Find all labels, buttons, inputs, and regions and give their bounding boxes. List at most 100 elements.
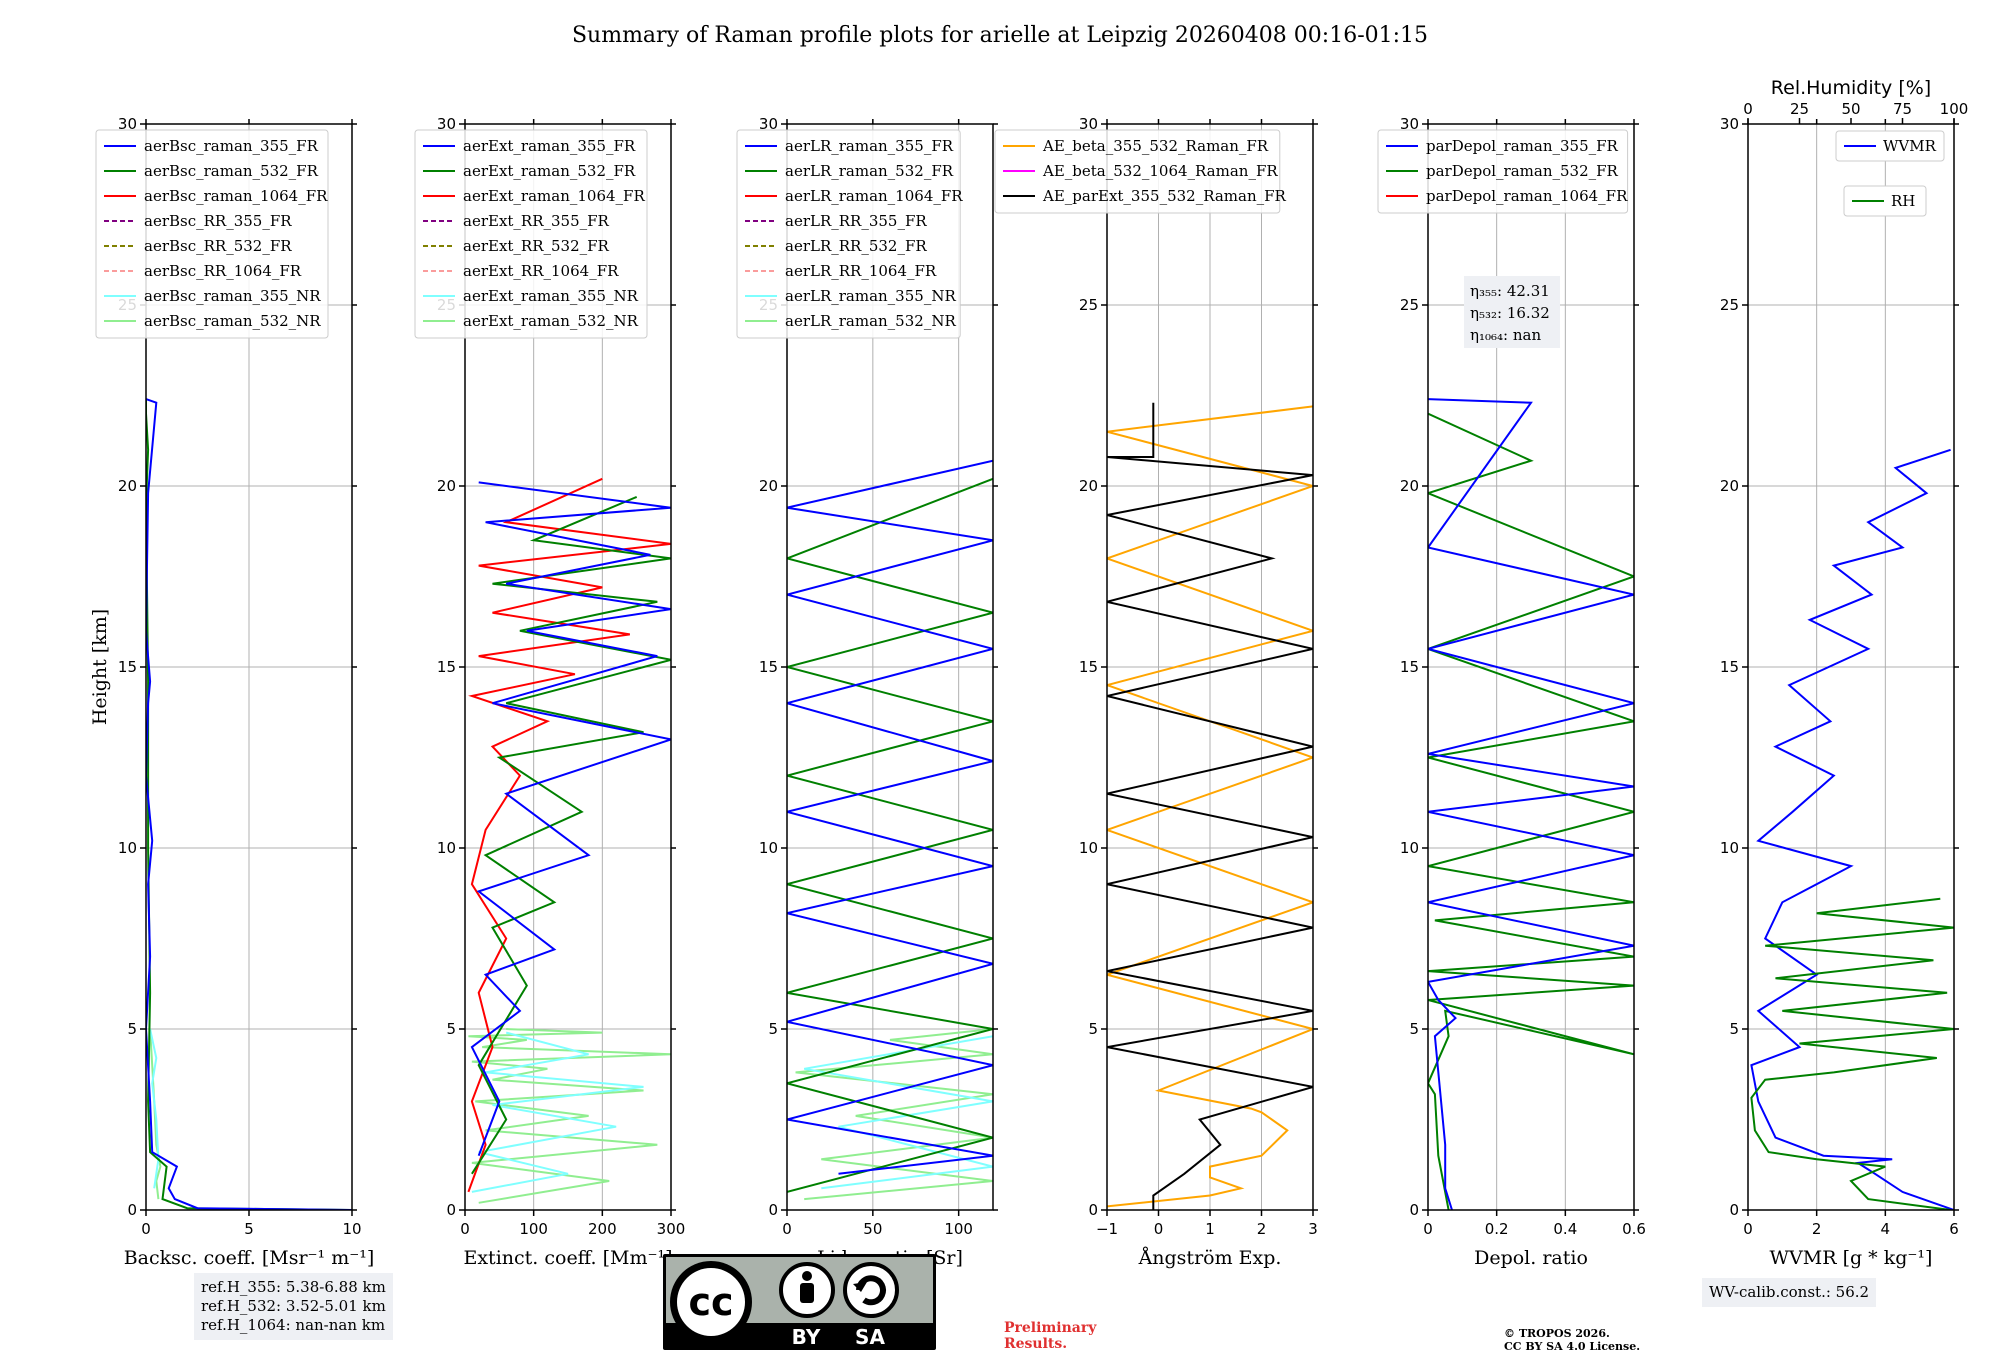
legend-label: aerExt_RR_532_FR xyxy=(463,237,610,255)
x-tick-label: 0 xyxy=(1154,1220,1164,1238)
series-aerLR_raman_355_FR xyxy=(787,459,993,1175)
x2-tick-label: 25 xyxy=(1790,100,1809,118)
y-tick-label: 30 xyxy=(1079,115,1098,133)
y-tick-label: 0 xyxy=(446,1201,456,1219)
eta-label: η₃₅₅: 42.31 xyxy=(1470,282,1550,300)
series-aerBsc_raman_355_NR xyxy=(149,1028,160,1189)
copyright-line-2: CC BY SA 4.0 License. xyxy=(1504,1340,1641,1353)
legend-box xyxy=(1835,130,1945,162)
x-tick-label: 100 xyxy=(519,1220,548,1238)
sa-share-icon xyxy=(843,1262,899,1318)
legend-label: aerLR_raman_355_NR xyxy=(785,287,956,305)
figure-title: Summary of Raman profile plots for ariel… xyxy=(572,23,1428,48)
y-tick-label: 30 xyxy=(118,115,137,133)
x2-tick-label: 75 xyxy=(1893,100,1912,118)
legend-label: AE_beta_355_532_Raman_FR xyxy=(1042,137,1269,155)
series-aerLR_raman_355_NR xyxy=(804,1035,993,1190)
eta-label: η₁₀₆₄: nan xyxy=(1470,326,1541,344)
x-tick-label: 0 xyxy=(460,1220,470,1238)
y-axis-label: Height [km] xyxy=(89,609,111,725)
copyright-line-1: © TROPOS 2026. xyxy=(1504,1327,1610,1340)
legend-label: aerBsc_RR_1064_FR xyxy=(144,262,302,280)
y-tick-label: 15 xyxy=(759,658,778,676)
y-tick-label: 10 xyxy=(437,839,456,857)
x-tick-label: 0.2 xyxy=(1485,1220,1509,1238)
legend-label: aerLR_RR_1064_FR xyxy=(785,262,937,280)
legend-label: aerBsc_raman_355_FR xyxy=(144,137,319,155)
y-tick-label: 15 xyxy=(1079,658,1098,676)
y-tick-label: 30 xyxy=(1720,115,1739,133)
legend-label: aerBsc_raman_532_NR xyxy=(144,312,321,330)
x-axis-label: Depol. ratio xyxy=(1474,1247,1588,1269)
legend-label: parDepol_raman_532_FR xyxy=(1426,162,1619,180)
legend-label: parDepol_raman_355_FR xyxy=(1426,137,1619,155)
y-tick-label: 10 xyxy=(1400,839,1419,857)
legend-label: aerBsc_RR_355_FR xyxy=(144,212,292,230)
legend-box xyxy=(95,129,329,339)
x-tick-label: 100 xyxy=(944,1220,973,1238)
legend-box xyxy=(414,129,648,339)
legend-label: aerLR_raman_355_FR xyxy=(785,137,954,155)
refh-355: ref.H_355: 5.38-6.88 km xyxy=(201,1278,386,1296)
refh-1064: ref.H_1064: nan-nan km xyxy=(201,1316,386,1334)
x-tick-label: 0 xyxy=(1423,1220,1433,1238)
legend-label: aerLR_RR_532_FR xyxy=(785,237,927,255)
legend-label: AE_parExt_355_532_Raman_FR xyxy=(1042,187,1287,205)
y-tick-label: 10 xyxy=(118,839,137,857)
legend-label: WVMR xyxy=(1883,137,1937,155)
y-tick-label: 30 xyxy=(759,115,778,133)
series-aerLR_raman_532_NR xyxy=(795,1028,993,1201)
x-tick-label: 200 xyxy=(588,1220,617,1238)
y-tick-label: 15 xyxy=(437,658,456,676)
series-aerLR_raman_532_FR xyxy=(787,477,993,1193)
x2-tick-label: 0 xyxy=(1743,100,1753,118)
series-aerBsc_raman_532_FR xyxy=(146,399,352,1210)
legend-label: aerExt_raman_355_FR xyxy=(463,137,636,155)
legend-label: aerBsc_raman_355_NR xyxy=(144,287,321,305)
y-tick-label: 0 xyxy=(127,1201,137,1219)
y-tick-label: 10 xyxy=(759,839,778,857)
legend-label: aerExt_raman_355_NR xyxy=(463,287,639,305)
x-tick-label: 1 xyxy=(1205,1220,1215,1238)
legend-label: aerLR_raman_1064_FR xyxy=(785,187,963,205)
y-tick-label: 25 xyxy=(1079,296,1098,314)
preliminary-line-1: Preliminary xyxy=(1004,1320,1097,1336)
panel-depol: 0 5 10 15 20 25 30 0 0.2 0.4 0.6 Depol. ratio parDep… xyxy=(1377,115,1646,1269)
legend-box xyxy=(1843,185,1927,217)
series-aerExt_raman_532_FR xyxy=(471,495,671,1175)
by-label: BY xyxy=(792,1325,821,1349)
x-tick-label: 4 xyxy=(1881,1220,1891,1238)
series-aerExt_raman_532_NR xyxy=(468,1028,671,1204)
y-tick-label: 5 xyxy=(1729,1020,1739,1038)
legend-label: aerExt_raman_1064_FR xyxy=(463,187,645,205)
panel-bsc: 0510152025300510Backsc. coeff. [Msr⁻¹ m⁻… xyxy=(89,115,374,1269)
copyright-note: © TROPOS 2026. CC BY SA 4.0 License. xyxy=(1504,1327,1640,1353)
x-tick-label: 6 xyxy=(1949,1220,1959,1238)
y-tick-label: 10 xyxy=(1720,839,1739,857)
x-tick-label: 2 xyxy=(1257,1220,1267,1238)
y-tick-label: 30 xyxy=(437,115,456,133)
series-WVMR xyxy=(1750,448,1954,1210)
series-parDepol_raman_355_FR xyxy=(1428,398,1634,1210)
legend-label: AE_beta_532_1064_Raman_FR xyxy=(1042,162,1278,180)
x-tick-label: 3 xyxy=(1308,1220,1318,1238)
eta-box xyxy=(1464,276,1560,348)
x-axis-label: WVMR [g * kg⁻¹] xyxy=(1770,1247,1933,1269)
panels: 0510152025300510Backsc. coeff. [Msr⁻¹ m⁻… xyxy=(89,77,1968,1269)
legend-label: aerExt_RR_355_FR xyxy=(463,212,610,230)
series-aerExt_raman_1064_FR xyxy=(467,477,671,1193)
x-tick-label: 2 xyxy=(1812,1220,1822,1238)
preliminary-line-2: Results. xyxy=(1004,1336,1068,1352)
series-aerExt_raman_355_NR xyxy=(471,1031,644,1193)
x-axis-label: Ångström Exp. xyxy=(1138,1247,1282,1269)
refh-532: ref.H_532: 3.52-5.01 km xyxy=(201,1297,386,1315)
x-axis-label: Extinct. coeff. [Mm⁻¹] xyxy=(463,1247,672,1269)
y-tick-label: 0 xyxy=(768,1201,778,1219)
legend-box xyxy=(1377,129,1629,214)
eta-label: η₅₃₂: 16.32 xyxy=(1470,304,1550,322)
legend-label: aerLR_raman_532_FR xyxy=(785,162,954,180)
cc-label: cc xyxy=(688,1280,733,1324)
